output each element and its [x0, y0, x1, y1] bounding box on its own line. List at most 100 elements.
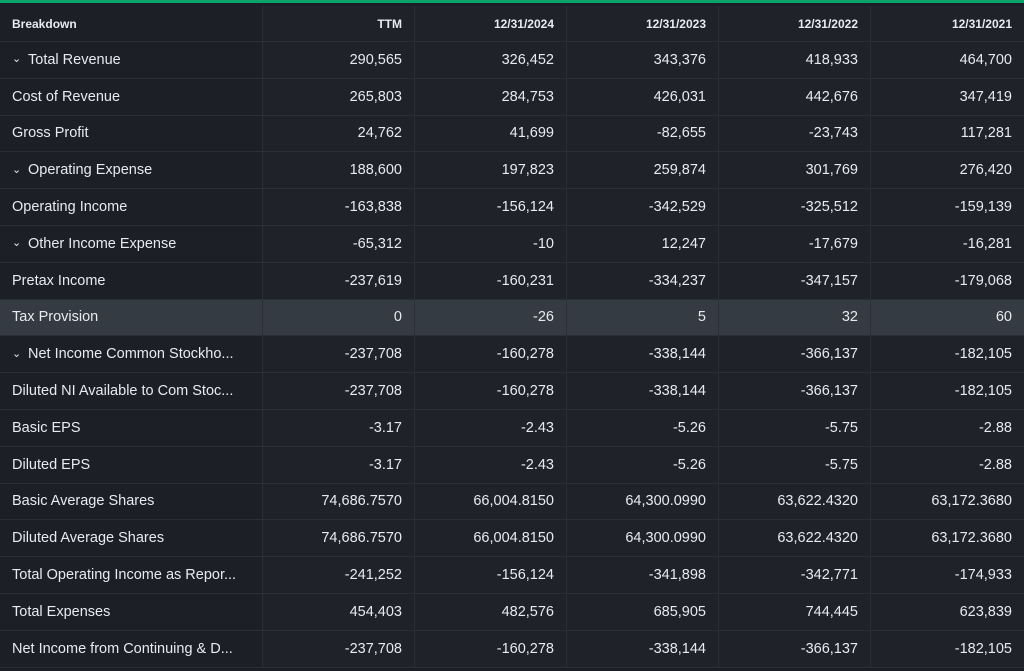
value-cell: 74,686.7570	[263, 483, 415, 520]
value-cell: -5.26	[567, 446, 719, 483]
value-cell: -16,281	[871, 225, 1024, 262]
value-cell: -334,237	[567, 262, 719, 299]
row-label-cell: Gross Profit	[0, 115, 263, 152]
row-label-cell: Diluted EPS	[0, 446, 263, 483]
row-label: Operating Expense	[28, 162, 153, 179]
table-row: Net Income from Continuing & D... -237,70…	[0, 630, 1024, 668]
value-cell: -366,137	[719, 336, 871, 373]
value-cell: 63,622.4320	[719, 483, 871, 520]
table-header-row: Breakdown TTM 12/31/2024 12/31/2023 12/3…	[0, 6, 1024, 42]
table-row[interactable]: ⌄ Other Income Expense -65,312 -10 12,247 -17…	[0, 225, 1024, 263]
value-cell: 284,753	[415, 78, 567, 115]
value-cell: -160,278	[415, 373, 567, 409]
value-cell: 326,452	[415, 42, 567, 78]
column-header-2022: 12/31/2022	[719, 6, 871, 41]
row-label-cell[interactable]: ⌄ Total Revenue	[0, 42, 263, 78]
row-label-cell[interactable]: ⌄ Operating Expense	[0, 152, 263, 189]
value-cell: -2.43	[415, 409, 567, 446]
value-cell: 259,874	[567, 152, 719, 189]
value-cell: -2.88	[871, 409, 1024, 446]
row-label: Total Revenue	[28, 51, 121, 68]
value-cell: -237,708	[263, 630, 415, 667]
table-row: Basic EPS -3.17 -2.43 -5.26 -5.75 -2.88	[0, 409, 1024, 447]
table-row: Operating Income -163,838 -156,124 -342,529…	[0, 189, 1024, 226]
value-cell: 66,004.8150	[415, 520, 567, 557]
row-label-cell: Pretax Income	[0, 262, 263, 299]
value-cell: -342,771	[719, 557, 871, 593]
value-cell: 347,419	[871, 78, 1024, 115]
value-cell: 197,823	[415, 152, 567, 189]
value-cell: 418,933	[719, 42, 871, 78]
value-cell: 301,769	[719, 152, 871, 189]
row-label: Tax Provision	[12, 309, 99, 326]
row-label: Total Operating Income as Repor...	[12, 567, 237, 584]
row-label: Diluted NI Available to Com Stoc...	[12, 383, 234, 400]
value-cell: -179,068	[871, 262, 1024, 299]
row-label-cell: Tax Provision	[0, 299, 263, 336]
value-cell: 685,905	[567, 593, 719, 630]
column-header-2021: 12/31/2021	[871, 6, 1024, 41]
row-label-cell: Diluted NI Available to Com Stoc...	[0, 373, 263, 409]
value-cell: -3.17	[263, 446, 415, 483]
value-cell: 41,699	[415, 115, 567, 152]
value-cell: -2.43	[415, 446, 567, 483]
value-cell: -241,252	[263, 557, 415, 593]
row-label: Total Expenses	[12, 603, 111, 620]
value-cell: 63,172.3680	[871, 520, 1024, 557]
value-cell: 464,700	[871, 42, 1024, 78]
chevron-down-icon[interactable]: ⌄	[12, 237, 22, 250]
table-row[interactable]: ⌄ Total Revenue 290,565 326,452 343,376 418,9…	[0, 42, 1024, 79]
value-cell: -237,708	[263, 373, 415, 409]
value-cell: 63,622.4320	[719, 520, 871, 557]
value-cell: -82,655	[567, 115, 719, 152]
row-label: Diluted EPS	[12, 456, 91, 473]
value-cell: -10	[415, 225, 567, 262]
value-cell: 623,839	[871, 593, 1024, 630]
row-label: Diluted Average Shares	[12, 530, 165, 547]
chevron-down-icon[interactable]: ⌄	[12, 53, 22, 66]
value-cell: -5.26	[567, 409, 719, 446]
value-cell: 426,031	[567, 78, 719, 115]
column-header-2024: 12/31/2024	[415, 6, 567, 41]
value-cell: -338,144	[567, 373, 719, 409]
top-accent-bar	[0, 0, 1024, 3]
value-cell: -5.75	[719, 446, 871, 483]
value-cell: 64,300.0990	[567, 520, 719, 557]
value-cell: -347,157	[719, 262, 871, 299]
value-cell: 60	[871, 299, 1024, 336]
value-cell: -65,312	[263, 225, 415, 262]
value-cell: 188,600	[263, 152, 415, 189]
table-row: Diluted EPS -3.17 -2.43 -5.26 -5.75 -2.88	[0, 446, 1024, 484]
value-cell: -160,278	[415, 630, 567, 667]
table-row: Pretax Income -237,619 -160,231 -334,237 -34…	[0, 262, 1024, 300]
table-row: Cost of Revenue 265,803 284,753 426,031 442,…	[0, 78, 1024, 116]
table-row[interactable]: ⌄ Operating Expense 188,600 197,823 259,874 3…	[0, 152, 1024, 190]
value-cell: 5	[567, 299, 719, 336]
value-cell: -325,512	[719, 189, 871, 225]
row-label: Net Income from Continuing & D...	[12, 640, 233, 657]
chevron-down-icon[interactable]: ⌄	[12, 163, 22, 176]
chevron-down-icon[interactable]: ⌄	[12, 347, 22, 360]
row-label: Other Income Expense	[28, 235, 177, 252]
value-cell: 442,676	[719, 78, 871, 115]
row-label-cell: Operating Income	[0, 189, 263, 225]
row-label-cell[interactable]: ⌄ Other Income Expense	[0, 225, 263, 262]
row-label-cell[interactable]: ⌄ Net Income Common Stockho...	[0, 336, 263, 373]
value-cell: -174,933	[871, 557, 1024, 593]
value-cell: -5.75	[719, 409, 871, 446]
value-cell: 454,403	[263, 593, 415, 630]
column-header-2023: 12/31/2023	[567, 6, 719, 41]
table-row[interactable]: ⌄ Net Income Common Stockho... -237,708 -16…	[0, 336, 1024, 374]
table-row: Diluted NI Available to Com Stoc... -237,…	[0, 373, 1024, 410]
row-label: Gross Profit	[12, 125, 89, 142]
value-cell: -156,124	[415, 557, 567, 593]
row-label: Basic EPS	[12, 419, 81, 436]
row-label-cell: Cost of Revenue	[0, 78, 263, 115]
value-cell: -26	[415, 299, 567, 336]
value-cell: -237,619	[263, 262, 415, 299]
value-cell: -2.88	[871, 446, 1024, 483]
value-cell: 744,445	[719, 593, 871, 630]
value-cell: -182,105	[871, 630, 1024, 667]
row-label: Pretax Income	[12, 272, 106, 289]
row-label-cell: Net Income from Continuing & D...	[0, 630, 263, 667]
